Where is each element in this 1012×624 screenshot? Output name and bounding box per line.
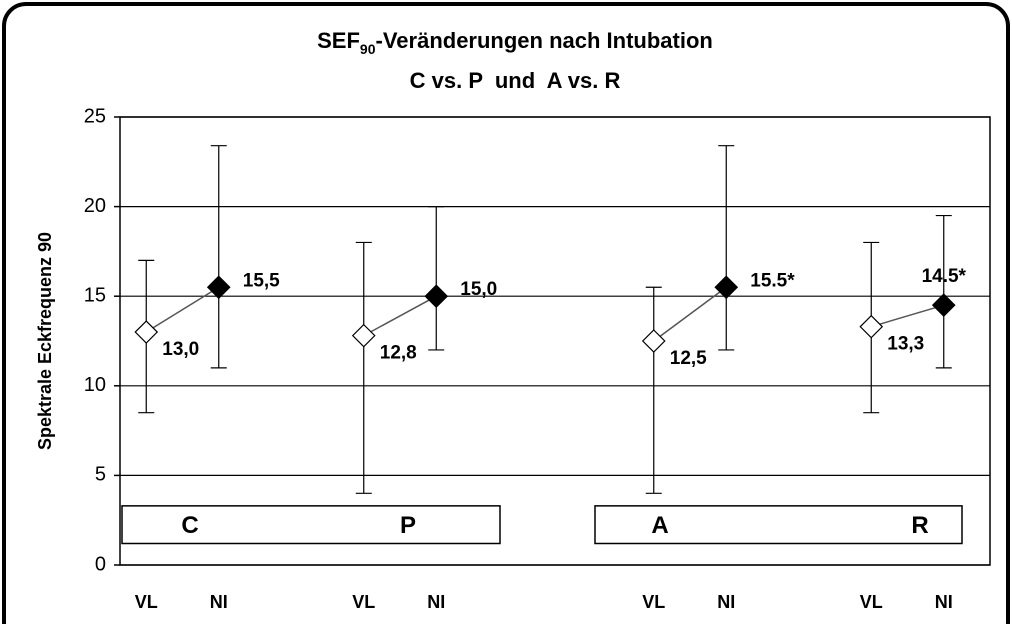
y-tick-label: 25 xyxy=(84,105,106,127)
value-label: 15,5 xyxy=(243,270,280,291)
group-box xyxy=(594,505,963,545)
y-tick-label: 5 xyxy=(95,464,106,486)
group-label: C xyxy=(181,512,198,539)
group-label: A xyxy=(651,512,668,539)
title-main: SEF xyxy=(317,28,360,53)
x-tick-label: NI xyxy=(427,592,445,612)
chart-title: SEF90-Veränderungen nach Intubation xyxy=(317,28,713,57)
value-label: 14.5* xyxy=(922,266,967,287)
value-label: 12,5 xyxy=(670,348,707,369)
x-tick-label: NI xyxy=(935,592,953,612)
value-label: 13,0 xyxy=(162,339,199,360)
value-label: 15.5* xyxy=(750,270,795,291)
value-label: 13,3 xyxy=(887,334,924,355)
marker xyxy=(931,293,956,318)
marker xyxy=(641,329,666,353)
y-tick-label: 15 xyxy=(84,284,106,306)
marker xyxy=(859,314,884,339)
connector xyxy=(653,286,727,342)
marker xyxy=(134,320,159,344)
x-tick-label: VL xyxy=(860,592,883,612)
connector xyxy=(871,304,944,328)
marker xyxy=(351,323,376,348)
group-label: R xyxy=(911,512,928,539)
x-tick-label: VL xyxy=(642,592,665,612)
x-tick-label: NI xyxy=(717,592,735,612)
group-box xyxy=(121,505,501,545)
title-rest: -Veränderungen nach Intubation xyxy=(376,28,713,53)
value-label: 12,8 xyxy=(380,343,417,364)
y-tick-label: 10 xyxy=(84,374,106,396)
x-tick-label: VL xyxy=(135,592,158,612)
chart-subtitle: C vs. P und A vs. R xyxy=(410,68,621,93)
y-tick-label: 20 xyxy=(84,195,106,217)
value-label: 15,0 xyxy=(460,279,497,300)
group-label: P xyxy=(400,512,416,539)
connector xyxy=(363,295,437,337)
x-tick-label: NI xyxy=(210,592,228,612)
x-tick-label: VL xyxy=(352,592,375,612)
plot-area xyxy=(119,116,991,566)
y-axis-label: Spektrale Eckfrequenz 90 xyxy=(35,232,55,450)
marker xyxy=(714,275,739,300)
y-tick-label: 0 xyxy=(95,553,106,575)
marker xyxy=(206,275,231,300)
marker xyxy=(424,284,449,309)
connector xyxy=(145,286,220,333)
title-subscript: 90 xyxy=(360,41,376,57)
